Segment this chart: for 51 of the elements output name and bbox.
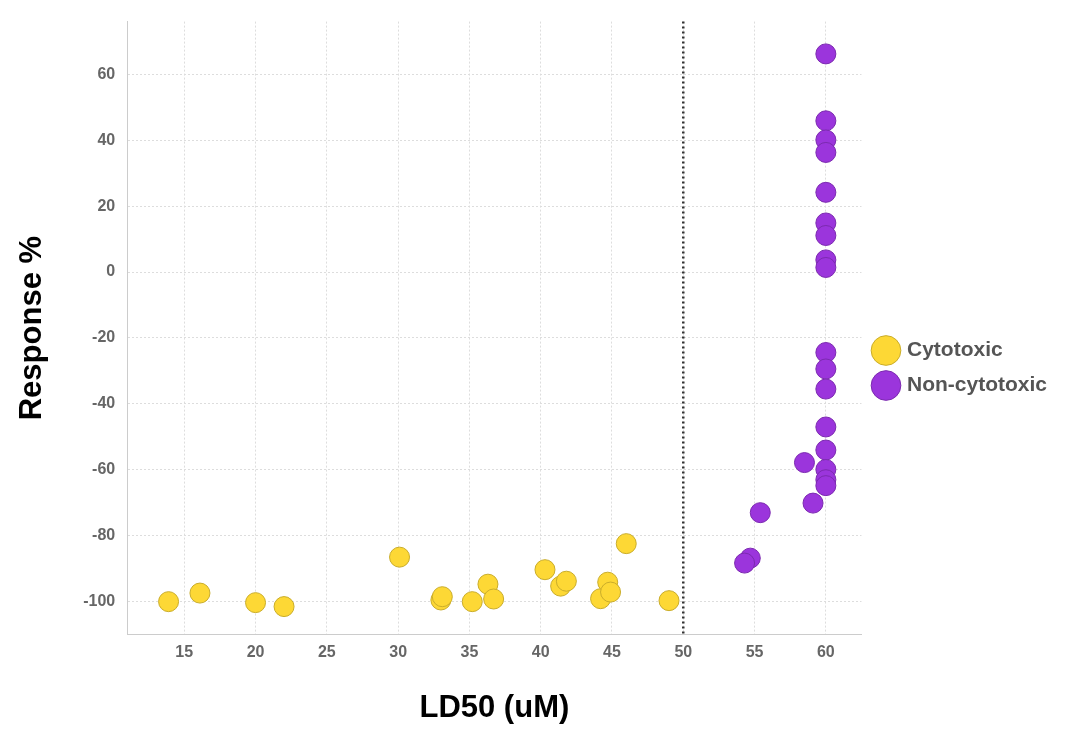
point (815, 475, 837, 497)
y-tick-label: 60 (97, 64, 116, 82)
point (389, 546, 411, 568)
point (793, 452, 815, 474)
y-tick-label: 20 (97, 196, 116, 214)
point (815, 341, 837, 363)
point (749, 502, 771, 524)
legend-label: Non-cytotoxic (906, 372, 1048, 396)
point (189, 582, 211, 604)
point (461, 591, 483, 613)
point (273, 596, 295, 618)
y-tick-label: -20 (92, 328, 116, 346)
x-tick-label: 20 (246, 642, 265, 660)
point (815, 416, 837, 438)
x-tick-label: 25 (317, 642, 336, 660)
x-tick-label: 45 (603, 642, 621, 660)
y-tick-label: -40 (92, 394, 116, 412)
point (815, 439, 837, 461)
point (815, 181, 837, 203)
y-tick-label: 40 (97, 130, 116, 148)
point (802, 492, 824, 514)
point (815, 378, 837, 400)
y-tick-label: -80 (92, 526, 116, 544)
x-tick-label: 40 (531, 642, 550, 660)
x-tick-label: 60 (816, 642, 835, 660)
point (600, 581, 622, 603)
point (734, 552, 756, 574)
point (658, 590, 680, 612)
point (815, 141, 837, 163)
legend-label: Cytotoxic (906, 337, 1003, 361)
x-tick-label: 35 (460, 642, 479, 660)
point (815, 256, 837, 278)
point (815, 110, 837, 132)
point (815, 224, 837, 246)
point (815, 358, 837, 380)
point (158, 591, 180, 613)
point (245, 592, 267, 614)
x-tick-label: 50 (674, 642, 693, 660)
y-tick-label: 0 (106, 262, 116, 280)
point (483, 588, 505, 610)
x-tick-label: 30 (389, 642, 408, 660)
point (815, 43, 837, 65)
point (555, 570, 577, 592)
x-tick-label: 55 (745, 642, 764, 660)
x-tick-label: 15 (175, 642, 194, 660)
x-axis-title: LD50 (uM) (419, 688, 570, 724)
y-tick-label: -60 (92, 460, 116, 478)
point (615, 533, 637, 555)
y-axis-title: Response % (13, 235, 49, 421)
point (534, 559, 556, 581)
y-tick-label: -100 (83, 592, 116, 610)
